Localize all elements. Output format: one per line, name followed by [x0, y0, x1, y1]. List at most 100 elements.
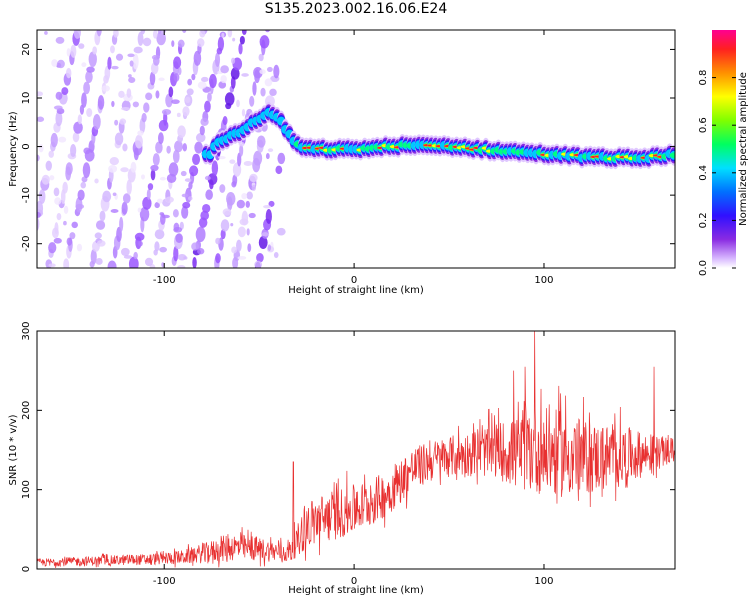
noise-blob: [236, 239, 242, 252]
noise-blob: [246, 191, 253, 200]
noise-blob: [116, 19, 120, 25]
noise-blob: [215, 253, 221, 264]
noise-blob: [186, 88, 194, 96]
noise-blob: [95, 258, 103, 265]
noise-blob: [53, 237, 62, 244]
noise-blob: [55, 36, 65, 44]
noise-blob: [158, 132, 164, 145]
noise-blob: [129, 60, 134, 67]
noise-blob: [114, 119, 119, 126]
noise-blob: [161, 108, 172, 116]
colorbar-label: Normalized spectral amplitude: [738, 72, 749, 226]
spectrogram-xtick-label: 100: [534, 275, 553, 286]
spectrogram-ytick-label: 20: [21, 43, 32, 56]
noise-blob: [204, 175, 211, 181]
spectrogram-xtick-label: -100: [153, 275, 176, 286]
noise-blob: [269, 88, 277, 97]
noise-blob: [236, 199, 245, 209]
noise-blob: [159, 246, 167, 253]
noise-blob: [45, 160, 52, 171]
noise-blob: [151, 54, 161, 60]
noise-blob: [181, 193, 189, 198]
noise-blob: [221, 32, 225, 38]
noise-blob: [189, 165, 199, 177]
noise-blob: [177, 39, 185, 48]
noise-blob: [101, 85, 110, 92]
noise-blob: [114, 132, 124, 146]
noise-blob: [222, 116, 228, 126]
noise-blob: [76, 243, 83, 252]
noise-blob: [249, 173, 258, 183]
noise-blob: [77, 189, 85, 201]
spectrogram-ytick-label: -20: [21, 236, 32, 252]
noise-blob: [73, 30, 81, 39]
noise-blob: [273, 64, 280, 79]
noise-blob: [236, 99, 240, 108]
noise-blob: [249, 95, 255, 107]
noise-blob: [191, 242, 199, 251]
snr-ytick-label: 200: [21, 401, 32, 420]
noise-blob: [140, 30, 146, 35]
noise-blob: [132, 101, 139, 108]
noise-blob: [137, 207, 142, 213]
noise-blob: [267, 13, 272, 24]
noise-blob: [94, 232, 102, 239]
noise-blob: [38, 189, 46, 204]
noise-blob: [48, 150, 54, 158]
noise-blob: [145, 92, 153, 101]
noise-blob: [122, 143, 128, 152]
noise-blob: [177, 253, 187, 261]
noise-blob: [231, 57, 236, 64]
noise-blob: [276, 227, 286, 236]
noise-blob: [171, 99, 180, 104]
noise-blob: [37, 91, 43, 97]
spectrogram-ytick-label: -10: [21, 187, 32, 203]
noise-blob: [159, 176, 166, 181]
noise-blob: [220, 219, 230, 232]
noise-blob: [65, 67, 72, 79]
noise-blob: [267, 244, 272, 252]
noise-blob: [218, 156, 226, 160]
noise-blob: [154, 202, 160, 209]
noise-blob: [182, 143, 188, 152]
noise-blob: [150, 169, 156, 181]
noise-blob: [244, 13, 248, 28]
noise-blob: [53, 105, 63, 110]
noise-blob: [119, 216, 124, 232]
noise-blob: [66, 48, 71, 57]
noise-blob: [219, 184, 226, 193]
noise-blob: [241, 210, 249, 226]
noise-blob: [133, 251, 138, 260]
noise-blob: [141, 112, 147, 123]
colorbar-tick-label: 0.6: [698, 117, 709, 133]
noise-blob: [38, 144, 44, 153]
noise-blob: [239, 144, 244, 157]
noise-blob: [263, 205, 272, 209]
noise-blob: [239, 35, 245, 45]
noise-blob: [72, 131, 80, 143]
noise-blob: [182, 30, 187, 33]
noise-blob: [248, 212, 256, 219]
noise-blob: [267, 148, 274, 153]
noise-blob: [119, 118, 127, 125]
noise-blob: [241, 193, 248, 200]
noise-blob: [144, 257, 154, 267]
spectrogram-xlabel: Height of straight line (km): [288, 285, 424, 296]
snr-ylabel: SNR (10 * v/v): [8, 414, 19, 485]
noise-blob: [111, 100, 115, 108]
noise-blob: [99, 210, 106, 222]
noise-blob: [41, 174, 50, 185]
noise-blob: [180, 170, 187, 177]
noise-blob: [207, 92, 212, 103]
noise-blob: [258, 53, 264, 62]
noise-blob: [182, 106, 190, 117]
noise-blob: [199, 30, 206, 38]
noise-blob: [238, 43, 243, 55]
noise-blob: [230, 67, 240, 80]
noise-blob: [66, 237, 73, 246]
noise-blob: [134, 232, 145, 241]
noise-blob: [104, 65, 111, 81]
noise-blob: [166, 145, 171, 154]
